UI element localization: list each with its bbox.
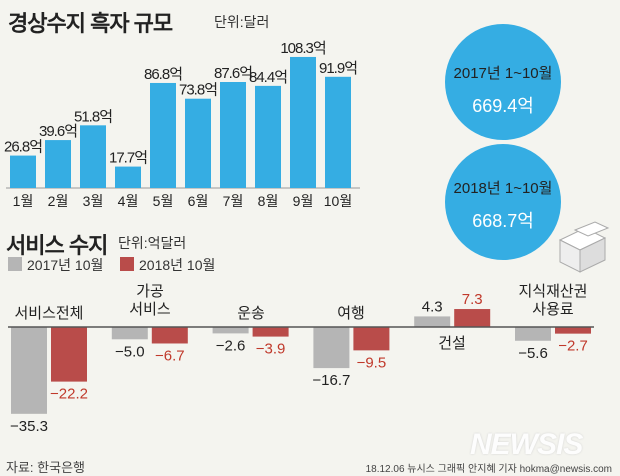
bar-2 — [45, 140, 71, 188]
bar-label: 51.8억 — [74, 108, 112, 125]
summary-2018-label: 2018년 1~10월 — [453, 180, 553, 197]
value-label: 4.3 — [422, 298, 443, 315]
value-label: −5.0 — [115, 343, 145, 360]
x-tick-label: 5월 — [153, 193, 174, 209]
legend-label-2018: 2018년 10월 — [139, 257, 216, 273]
source-note: 자료: 한국은행 — [6, 460, 85, 475]
chart-title: 경상수지 흑자 규모 — [8, 11, 173, 36]
value-label: −22.2 — [50, 386, 88, 403]
bar-label: 39.6억 — [39, 123, 77, 140]
x-tick-label: 3월 — [83, 193, 104, 209]
x-tick-label: 4월 — [118, 193, 139, 209]
bar-2017-5 — [515, 327, 551, 341]
bar-label: 86.8억 — [144, 66, 182, 83]
bar-2018-0 — [51, 327, 87, 382]
bar-label: 73.8억 — [179, 82, 217, 99]
bar-2018-3 — [353, 327, 390, 351]
value-label: −35.3 — [10, 418, 48, 435]
bar-2017-1 — [111, 327, 148, 340]
value-label: −9.5 — [357, 354, 387, 371]
category-label: 운송 — [237, 305, 265, 322]
bar-2018-2 — [252, 327, 289, 337]
category-label-line: 사용료 — [532, 301, 574, 318]
bar-7 — [220, 82, 246, 188]
value-label: −16.7 — [312, 372, 350, 389]
x-tick-label: 8월 — [258, 193, 279, 209]
category-label: 가공 서비스 — [129, 283, 171, 318]
x-tick-label: 6월 — [188, 193, 209, 209]
bar-label: 26.8억 — [4, 139, 42, 156]
bar-label: 84.4억 — [249, 69, 287, 86]
chart-unit: 단위:달러 — [214, 14, 270, 30]
bar-3 — [80, 125, 106, 188]
services-title: 서비스 수지 — [6, 233, 108, 258]
bar-2018-5 — [555, 327, 591, 334]
summary-2017-label: 2017년 1~10월 — [453, 65, 553, 82]
summary-2018-value: 668.7억 — [472, 211, 534, 231]
bar-9 — [290, 56, 316, 188]
circle-2018 — [445, 144, 561, 260]
x-tick-label: 9월 — [293, 193, 314, 209]
category-label: 건설 — [438, 335, 466, 352]
bar-label: 91.9억 — [319, 60, 357, 77]
bar-2017-0 — [11, 327, 47, 414]
circle-2017 — [445, 24, 561, 140]
newsis-watermark: NEWSIS — [470, 428, 583, 461]
bar-4 — [115, 166, 141, 188]
value-label: −2.6 — [216, 337, 246, 354]
legend-swatch-2018 — [120, 257, 134, 271]
bar-1 — [10, 155, 36, 188]
bar-label: 108.3억 — [280, 40, 325, 57]
x-tick-label: 7월 — [223, 193, 244, 209]
credit-note: 18.12.06 뉴시스 그래픽 안지혜 기자 hokma@newsis.com — [365, 464, 612, 475]
bar-8 — [255, 85, 281, 188]
value-label: −2.7 — [558, 338, 588, 355]
bar-6 — [185, 98, 211, 188]
value-label: −3.9 — [256, 341, 286, 358]
category-label: 여행 — [337, 305, 365, 322]
bar-label: 17.7억 — [109, 150, 147, 167]
value-label: −5.6 — [518, 345, 548, 362]
x-tick-label: 2월 — [48, 193, 69, 209]
bar-label: 87.6억 — [214, 65, 252, 82]
services-unit: 단위:억달러 — [118, 235, 187, 251]
x-tick-label: 10월 — [324, 193, 352, 209]
bar-10 — [325, 76, 351, 188]
bar-5 — [150, 82, 176, 188]
category-label: 지식재산권 사용료 — [518, 283, 587, 318]
legend-swatch-2017 — [8, 257, 22, 271]
category-label-line: 서비스 — [129, 301, 171, 318]
summary-2017-value: 669.4억 — [472, 96, 534, 116]
category-label: 서비스전체 — [14, 305, 83, 322]
category-label-line: 지식재산권 — [518, 283, 587, 300]
category-label-line: 가공 — [136, 283, 164, 300]
bar-2017-3 — [313, 327, 350, 369]
value-label: 7.3 — [462, 291, 483, 308]
legend-label-2017: 2017년 10월 — [27, 257, 104, 273]
x-tick-label: 1월 — [13, 193, 34, 209]
bar-2017-4 — [414, 316, 451, 327]
value-label: −6.7 — [155, 347, 185, 364]
bar-2017-2 — [212, 327, 249, 334]
bar-2018-4 — [454, 309, 491, 327]
bar-2018-1 — [151, 327, 188, 344]
money-stack-icon — [558, 221, 610, 273]
